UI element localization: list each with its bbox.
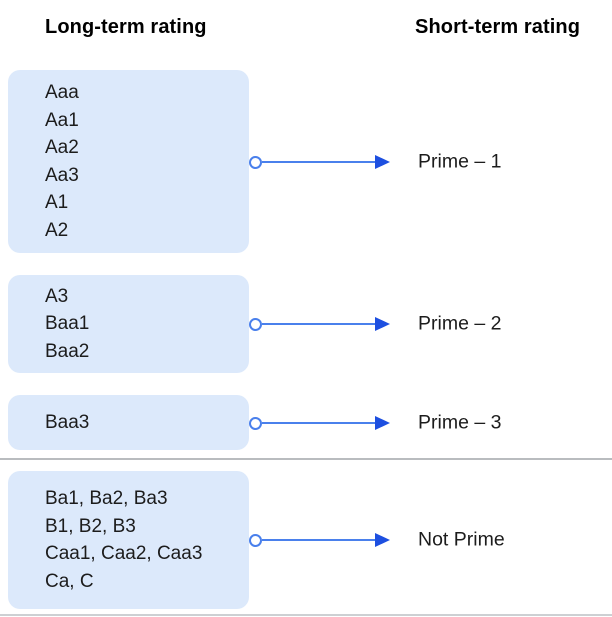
long-term-rating-group-prime-1: Aaa Aa1 Aa2 Aa3 A1 A2: [8, 70, 249, 253]
triangle-right-icon: [375, 317, 390, 331]
connector-prime-3: [249, 415, 390, 431]
long-term-rating-group-not-prime: Ba1, Ba2, Ba3 B1, B2, B3 Caa1, Caa2, Caa…: [8, 471, 249, 609]
column-header-short-term: Short-term rating: [415, 16, 581, 38]
connector-prime-1: [249, 154, 390, 170]
circle-outline-icon: [249, 155, 262, 169]
connector-line: [262, 160, 375, 164]
short-term-rating-label-prime-1: Prime – 1: [418, 150, 502, 173]
long-term-rating-item: Ca, C: [45, 570, 94, 592]
long-term-rating-item: Aa1: [45, 109, 79, 131]
circle-outline-icon: [249, 416, 262, 430]
long-term-rating-item: Baa2: [45, 340, 90, 362]
long-term-rating-item: Caa1, Caa2, Caa3: [45, 543, 203, 564]
long-term-rating-item: B1, B2, B3: [45, 515, 136, 537]
connector-prime-2: [249, 316, 390, 332]
long-term-rating-item: Ba1, Ba2, Ba3: [45, 488, 168, 509]
long-term-rating-item: Baa3: [45, 411, 90, 433]
bottom-divider: [0, 614, 612, 616]
circle-outline-icon: [249, 533, 262, 547]
long-term-rating-item: A2: [45, 219, 69, 241]
short-term-rating-label-not-prime: Not Prime: [418, 528, 505, 551]
long-term-rating-group-prime-2: A3 Baa1 Baa2: [8, 275, 249, 373]
triangle-right-icon: [375, 155, 390, 169]
triangle-right-icon: [375, 416, 390, 430]
section-divider: [0, 458, 612, 460]
triangle-right-icon: [375, 533, 390, 547]
connector-line: [262, 322, 375, 326]
short-term-rating-label-prime-2: Prime – 2: [418, 312, 502, 335]
circle-outline-icon: [249, 317, 262, 331]
short-term-rating-label-prime-3: Prime – 3: [418, 411, 502, 434]
column-header-long-term: Long-term rating: [45, 16, 207, 38]
connector-line: [262, 538, 375, 542]
long-term-rating-item: Aa2: [45, 137, 79, 158]
long-term-rating-group-prime-3: Baa3: [8, 395, 249, 450]
long-term-rating-item: Baa1: [45, 313, 90, 335]
connector-line: [262, 421, 375, 425]
long-term-rating-item: Aa3: [45, 164, 79, 186]
long-term-rating-item: A1: [45, 192, 69, 213]
long-term-rating-item: A3: [45, 285, 69, 307]
long-term-rating-item: Aaa: [45, 82, 79, 103]
connector-not-prime: [249, 532, 390, 548]
